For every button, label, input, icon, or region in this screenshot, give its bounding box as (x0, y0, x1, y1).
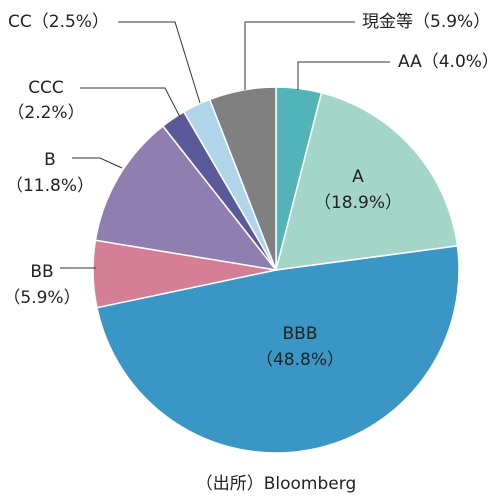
leader-line (80, 87, 181, 118)
category-label: BB (30, 262, 53, 282)
value-label: （5.9%） (413, 12, 490, 32)
category-label: CCC (28, 78, 64, 98)
slice-label: 現金等（5.9%） (362, 12, 490, 32)
pie-slice (94, 125, 278, 272)
slice-label: CC（2.5%） (8, 12, 109, 32)
category-label: CC (8, 12, 32, 32)
value-label: （11.8%） (6, 176, 94, 196)
value-label: （18.9%） (314, 193, 402, 213)
category-label: B (44, 150, 56, 170)
category-label: AA (398, 52, 422, 72)
pie-slice (208, 86, 277, 271)
leader-line (297, 61, 390, 90)
value-label: （48.8%） (256, 350, 344, 370)
value-label: （2.5%） (32, 12, 109, 32)
leader-line (118, 21, 201, 104)
leader-line (244, 21, 355, 90)
category-label: A (352, 167, 364, 187)
pie-slice (96, 245, 460, 454)
source-note: （出所）Bloomberg (196, 474, 356, 494)
leader-line (72, 157, 123, 169)
pie-slice (274, 91, 459, 271)
value-label: （5.9%） (3, 288, 80, 308)
category-label: 現金等 (362, 12, 413, 32)
category-label: BBB (283, 324, 318, 344)
slice-label: AA（4.0%） (398, 52, 499, 72)
value-label: （4.0%） (422, 52, 499, 72)
value-label: （2.2%） (7, 103, 84, 123)
